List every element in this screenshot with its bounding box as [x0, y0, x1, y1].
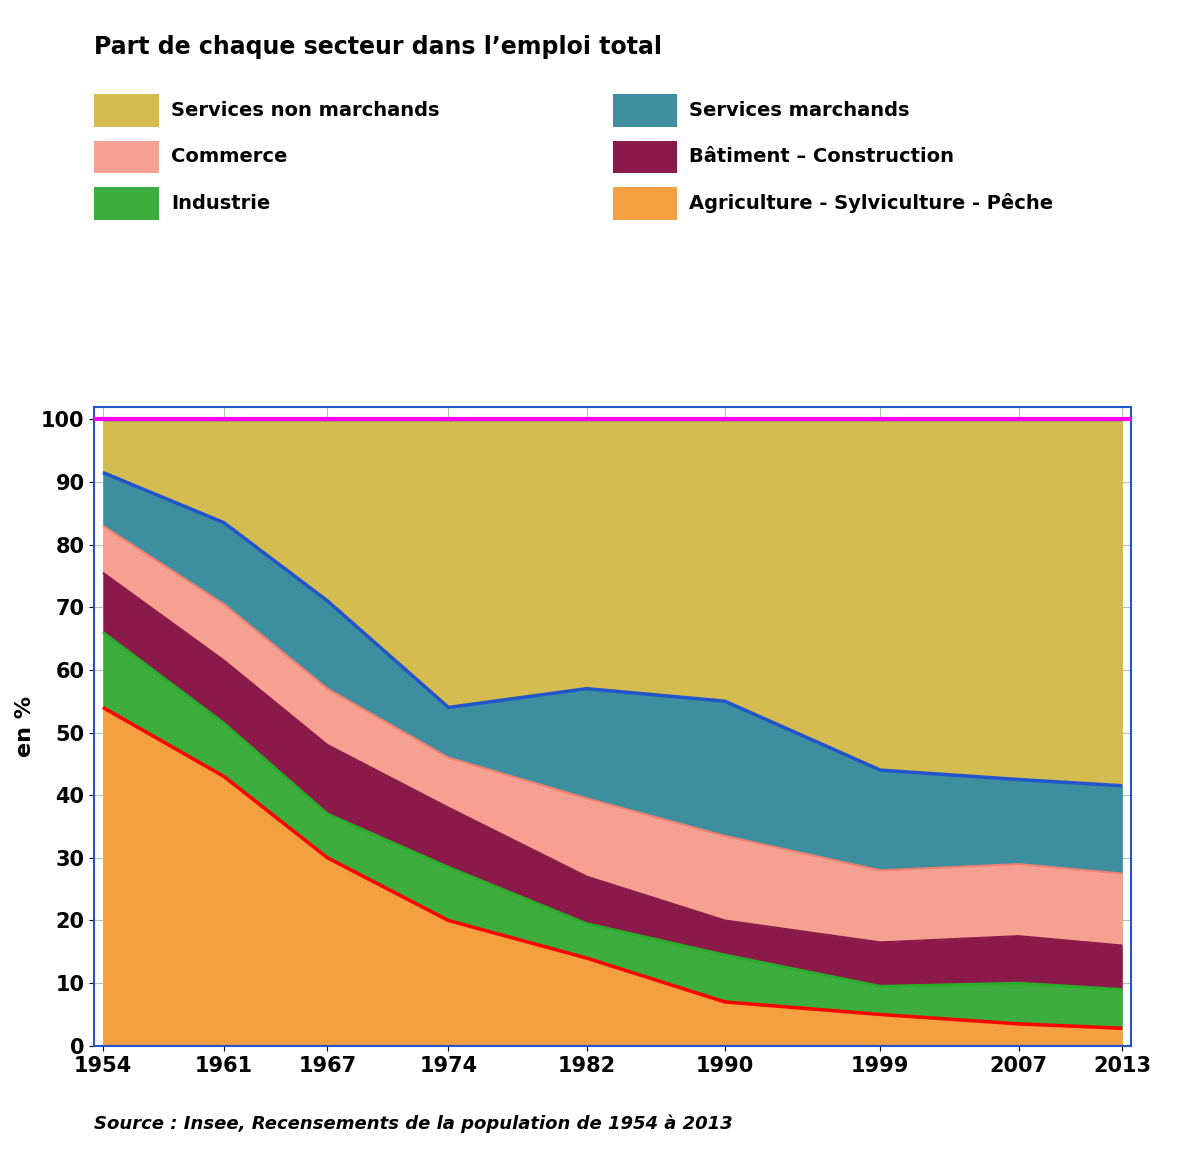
Y-axis label: en %: en %: [15, 696, 35, 756]
Text: Services non marchands: Services non marchands: [171, 101, 439, 120]
Text: Part de chaque secteur dans l’emploi total: Part de chaque secteur dans l’emploi tot…: [94, 35, 662, 59]
Text: Commerce: Commerce: [171, 148, 287, 166]
Text: Services marchands: Services marchands: [689, 101, 909, 120]
Text: Source : Insee, Recensements de la population de 1954 à 2013: Source : Insee, Recensements de la popul…: [94, 1114, 733, 1133]
Text: Industrie: Industrie: [171, 194, 270, 213]
Text: Bâtiment – Construction: Bâtiment – Construction: [689, 148, 954, 166]
Text: Agriculture - Sylviculture - Pêche: Agriculture - Sylviculture - Pêche: [689, 193, 1053, 214]
